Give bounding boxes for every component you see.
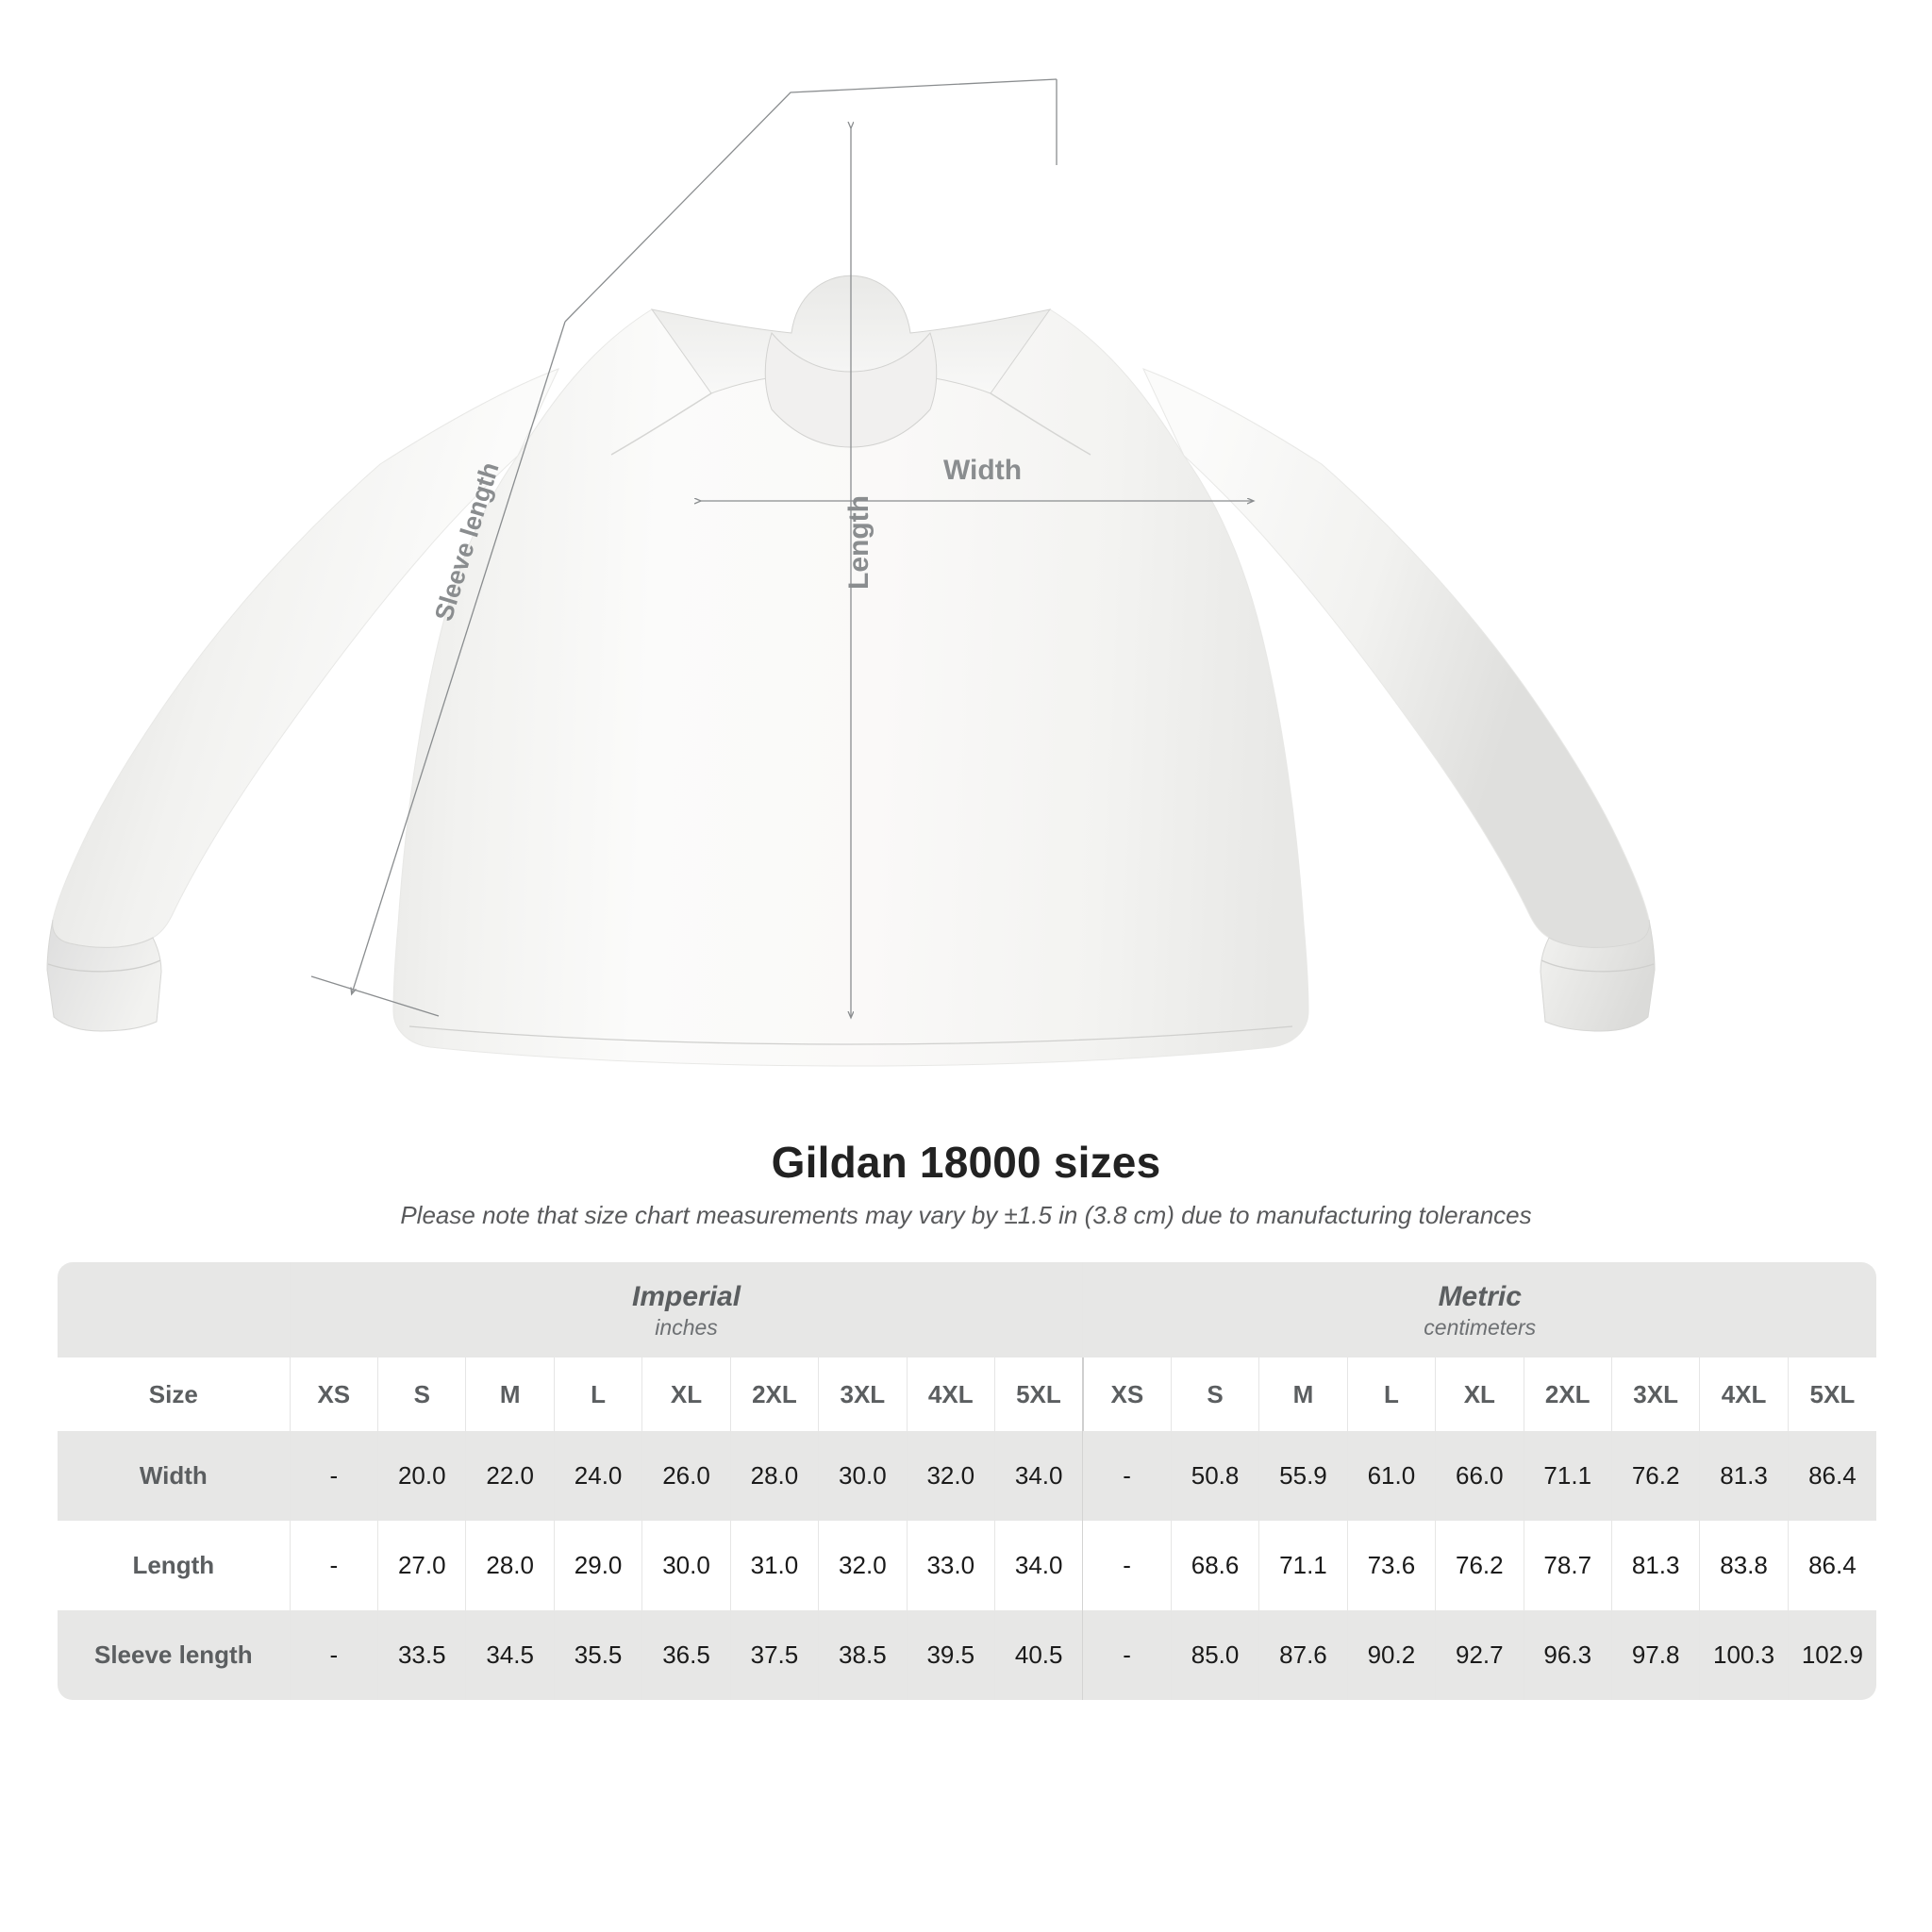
- svg-text:Sleeve length: Sleeve length: [429, 459, 505, 625]
- svg-text:Width: Width: [943, 455, 1022, 486]
- svg-text:Length: Length: [843, 495, 874, 590]
